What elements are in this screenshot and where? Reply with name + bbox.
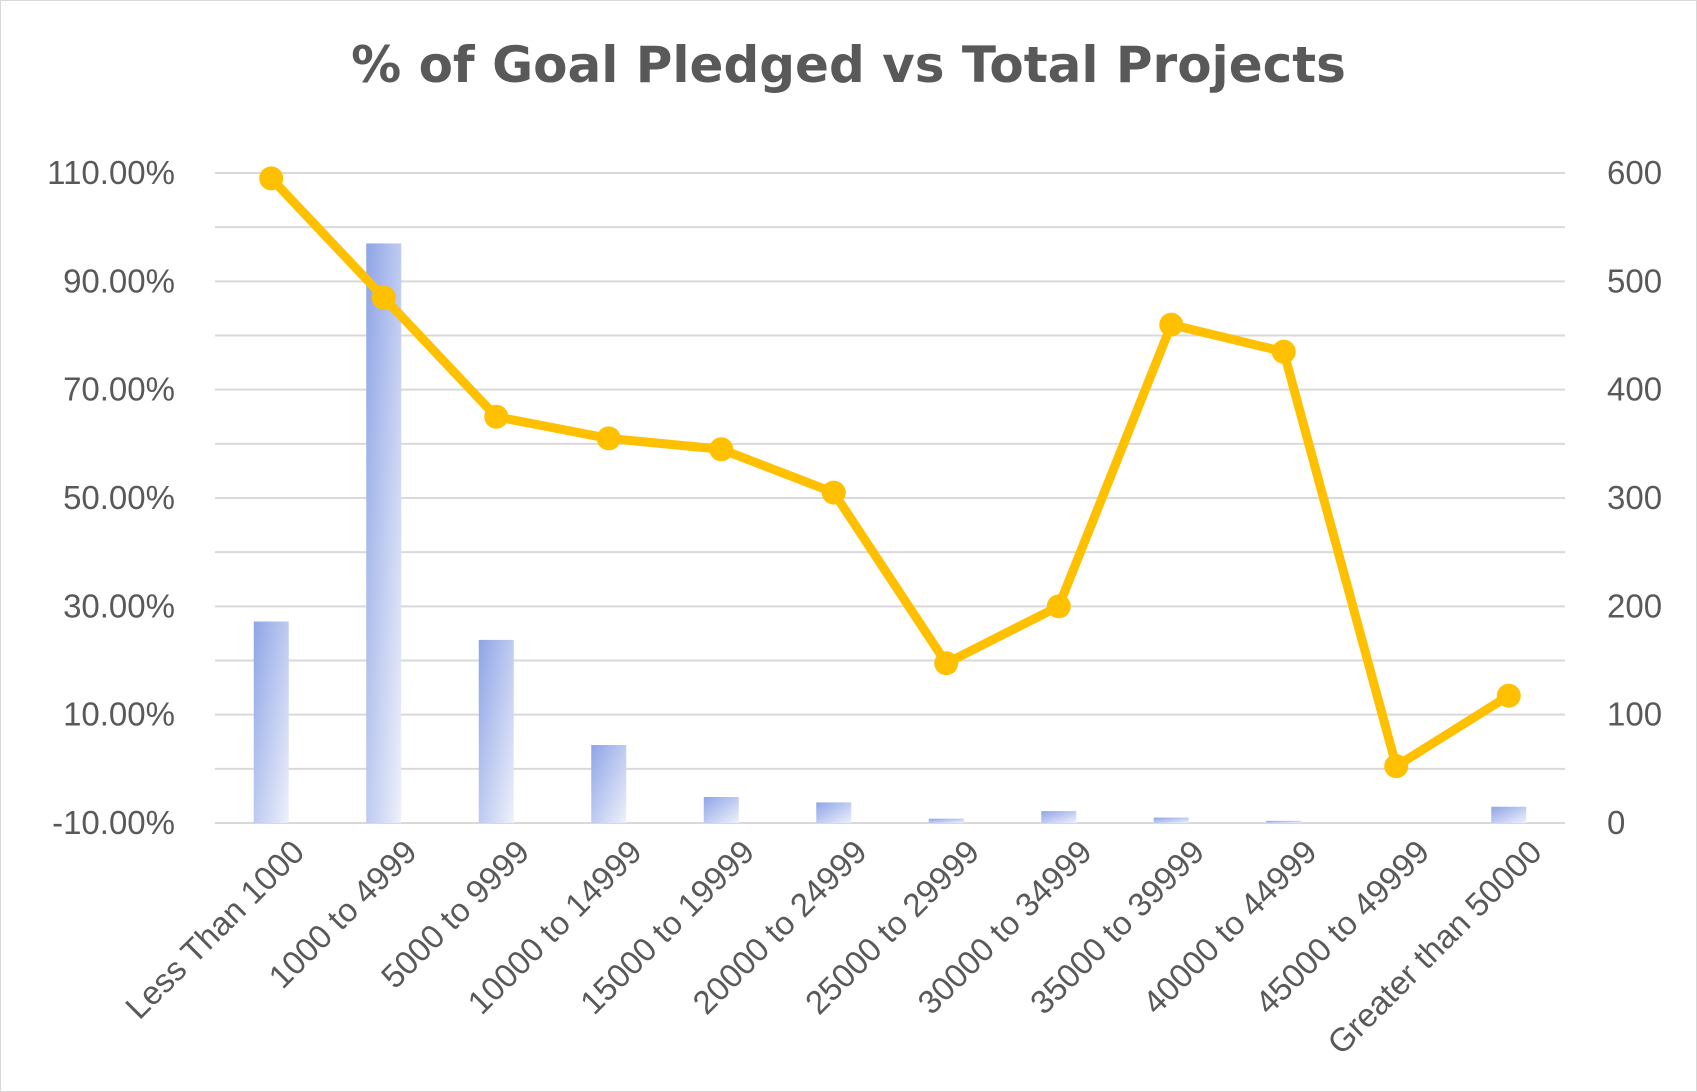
line-point: [1159, 312, 1184, 337]
bar: [1153, 817, 1189, 823]
line-point: [371, 285, 396, 310]
y-tick-label-primary: 90.00%: [63, 262, 175, 299]
bar-series: [253, 243, 1527, 823]
bar: [928, 818, 964, 823]
y-tick-label-primary: 30.00%: [63, 587, 175, 624]
y-tick-label-secondary: 0: [1607, 804, 1625, 841]
line-point: [1496, 683, 1521, 708]
line-point: [1271, 339, 1296, 364]
y-tick-label-primary: -10.00%: [52, 804, 175, 841]
y-axis-primary: -10.00% 10.00% 30.00% 50.00% 70.00% 90.00% 110…: [47, 154, 175, 841]
y-tick-label-secondary: 100: [1607, 696, 1662, 733]
y-tick-label-primary: 110.00%: [47, 154, 175, 191]
gridlines: [215, 172, 1565, 824]
bar: [591, 745, 627, 823]
y-tick-label-secondary: 200: [1607, 587, 1662, 624]
y-tick-label-secondary: 400: [1607, 371, 1662, 408]
y-tick-label-primary: 10.00%: [63, 696, 175, 733]
chart-title: % of Goal Pledged vs Total Projects: [351, 36, 1346, 94]
line-point: [709, 437, 734, 462]
line-path: [266, 173, 1514, 771]
x-category-label: Greater than 50000: [1320, 833, 1549, 1062]
line-point: [596, 426, 621, 451]
line-point: [821, 480, 846, 505]
y-tick-label-primary: 70.00%: [63, 371, 175, 408]
y-tick-label-secondary: 600: [1607, 154, 1662, 191]
line-series: [259, 166, 1521, 779]
line-point: [1384, 754, 1409, 779]
bar: [366, 243, 402, 823]
line-point: [934, 651, 959, 676]
line-point: [259, 166, 284, 191]
bar: [703, 797, 739, 823]
y-tick-label-secondary: 300: [1607, 479, 1662, 516]
y-axis-secondary: 0 100 200 300 400 500 600: [1607, 154, 1662, 841]
bar: [253, 621, 289, 823]
bar: [1041, 811, 1077, 823]
bar: [816, 802, 852, 823]
bar: [478, 639, 514, 823]
line-point: [484, 404, 509, 429]
bar: [1266, 820, 1302, 823]
x-category-label: Less Than 1000: [118, 833, 311, 1026]
y-tick-label-primary: 50.00%: [63, 479, 175, 516]
bar: [1491, 806, 1527, 823]
y-tick-label-secondary: 500: [1607, 262, 1662, 299]
line-point: [1046, 594, 1071, 619]
